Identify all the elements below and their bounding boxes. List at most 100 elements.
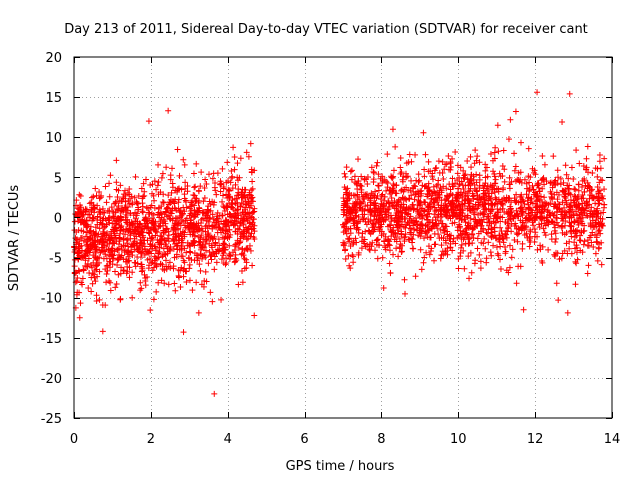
data-point bbox=[388, 194, 395, 201]
data-point bbox=[398, 187, 405, 194]
data-point bbox=[242, 256, 249, 263]
data-point bbox=[99, 221, 106, 228]
data-point bbox=[131, 259, 138, 266]
data-point bbox=[531, 239, 538, 246]
data-point bbox=[571, 185, 578, 192]
data-point bbox=[172, 196, 179, 203]
data-point bbox=[584, 270, 591, 277]
data-point bbox=[435, 177, 442, 184]
data-point bbox=[208, 242, 215, 249]
data-point bbox=[408, 192, 415, 199]
data-point bbox=[233, 195, 240, 202]
data-point bbox=[195, 309, 202, 316]
data-point bbox=[361, 196, 368, 203]
data-point bbox=[557, 175, 564, 182]
data-point bbox=[429, 176, 436, 183]
data-point bbox=[476, 159, 483, 166]
data-point bbox=[467, 181, 474, 188]
data-point bbox=[76, 238, 83, 245]
data-point bbox=[75, 227, 82, 234]
data-point bbox=[449, 175, 456, 182]
data-point bbox=[429, 190, 436, 197]
data-point bbox=[491, 171, 498, 178]
data-point bbox=[176, 172, 183, 179]
data-point bbox=[113, 238, 120, 245]
data-point bbox=[142, 216, 149, 223]
data-point bbox=[477, 258, 484, 265]
data-point bbox=[394, 199, 401, 206]
data-point bbox=[568, 164, 575, 171]
data-point bbox=[369, 239, 376, 246]
data-point bbox=[397, 204, 404, 211]
data-point bbox=[122, 187, 129, 194]
data-point bbox=[541, 194, 548, 201]
data-point bbox=[503, 234, 510, 241]
data-point bbox=[447, 190, 454, 197]
data-point bbox=[441, 227, 448, 234]
data-point bbox=[113, 281, 120, 288]
data-point bbox=[467, 153, 474, 160]
data-point bbox=[550, 219, 557, 226]
data-point bbox=[354, 224, 361, 231]
data-point bbox=[464, 158, 471, 165]
data-point bbox=[464, 212, 471, 219]
data-point bbox=[94, 234, 101, 241]
data-point bbox=[204, 225, 211, 232]
data-point bbox=[601, 155, 608, 162]
data-point bbox=[419, 212, 426, 219]
data-point bbox=[76, 248, 83, 255]
data-point bbox=[592, 250, 599, 257]
data-point bbox=[172, 287, 179, 294]
data-point bbox=[424, 216, 431, 223]
data-point bbox=[124, 258, 131, 265]
data-point bbox=[218, 256, 225, 263]
data-point bbox=[144, 256, 151, 263]
data-point bbox=[393, 203, 400, 210]
data-point bbox=[506, 174, 513, 181]
data-point bbox=[195, 220, 202, 227]
data-point bbox=[412, 183, 419, 190]
data-point bbox=[139, 267, 146, 274]
data-point bbox=[346, 238, 353, 245]
data-point bbox=[153, 263, 160, 270]
data-point bbox=[488, 233, 495, 240]
data-point bbox=[445, 153, 452, 160]
data-point bbox=[99, 229, 106, 236]
data-point bbox=[592, 220, 599, 227]
data-point bbox=[250, 216, 257, 223]
data-point bbox=[158, 277, 165, 284]
data-point bbox=[227, 253, 234, 260]
data-point bbox=[505, 210, 512, 217]
data-point bbox=[386, 247, 393, 254]
data-point bbox=[500, 147, 507, 154]
data-point bbox=[159, 253, 166, 260]
data-point bbox=[173, 220, 180, 227]
data-point bbox=[488, 201, 495, 208]
data-point bbox=[587, 214, 594, 221]
data-point bbox=[436, 191, 443, 198]
data-point bbox=[477, 210, 484, 217]
data-point bbox=[371, 209, 378, 216]
data-point bbox=[421, 173, 428, 180]
data-point bbox=[390, 187, 397, 194]
data-point bbox=[468, 177, 475, 184]
data-point bbox=[352, 202, 359, 209]
data-point bbox=[165, 107, 172, 114]
x-tick-labels: 0 2 4 6 8 10 12 14 bbox=[70, 432, 620, 447]
data-point bbox=[221, 221, 228, 228]
data-point bbox=[114, 193, 121, 200]
data-point bbox=[151, 205, 158, 212]
x-axis-label: GPS time / hours bbox=[286, 459, 395, 474]
data-point bbox=[515, 176, 522, 183]
data-point bbox=[447, 166, 454, 173]
data-point bbox=[368, 243, 375, 250]
data-point bbox=[499, 172, 506, 179]
data-point bbox=[488, 226, 495, 233]
data-point bbox=[187, 249, 194, 256]
data-point bbox=[493, 214, 500, 221]
data-point bbox=[487, 150, 494, 157]
data-point bbox=[214, 170, 221, 177]
data-point bbox=[364, 174, 371, 181]
data-point bbox=[150, 211, 157, 218]
data-point bbox=[129, 200, 136, 207]
